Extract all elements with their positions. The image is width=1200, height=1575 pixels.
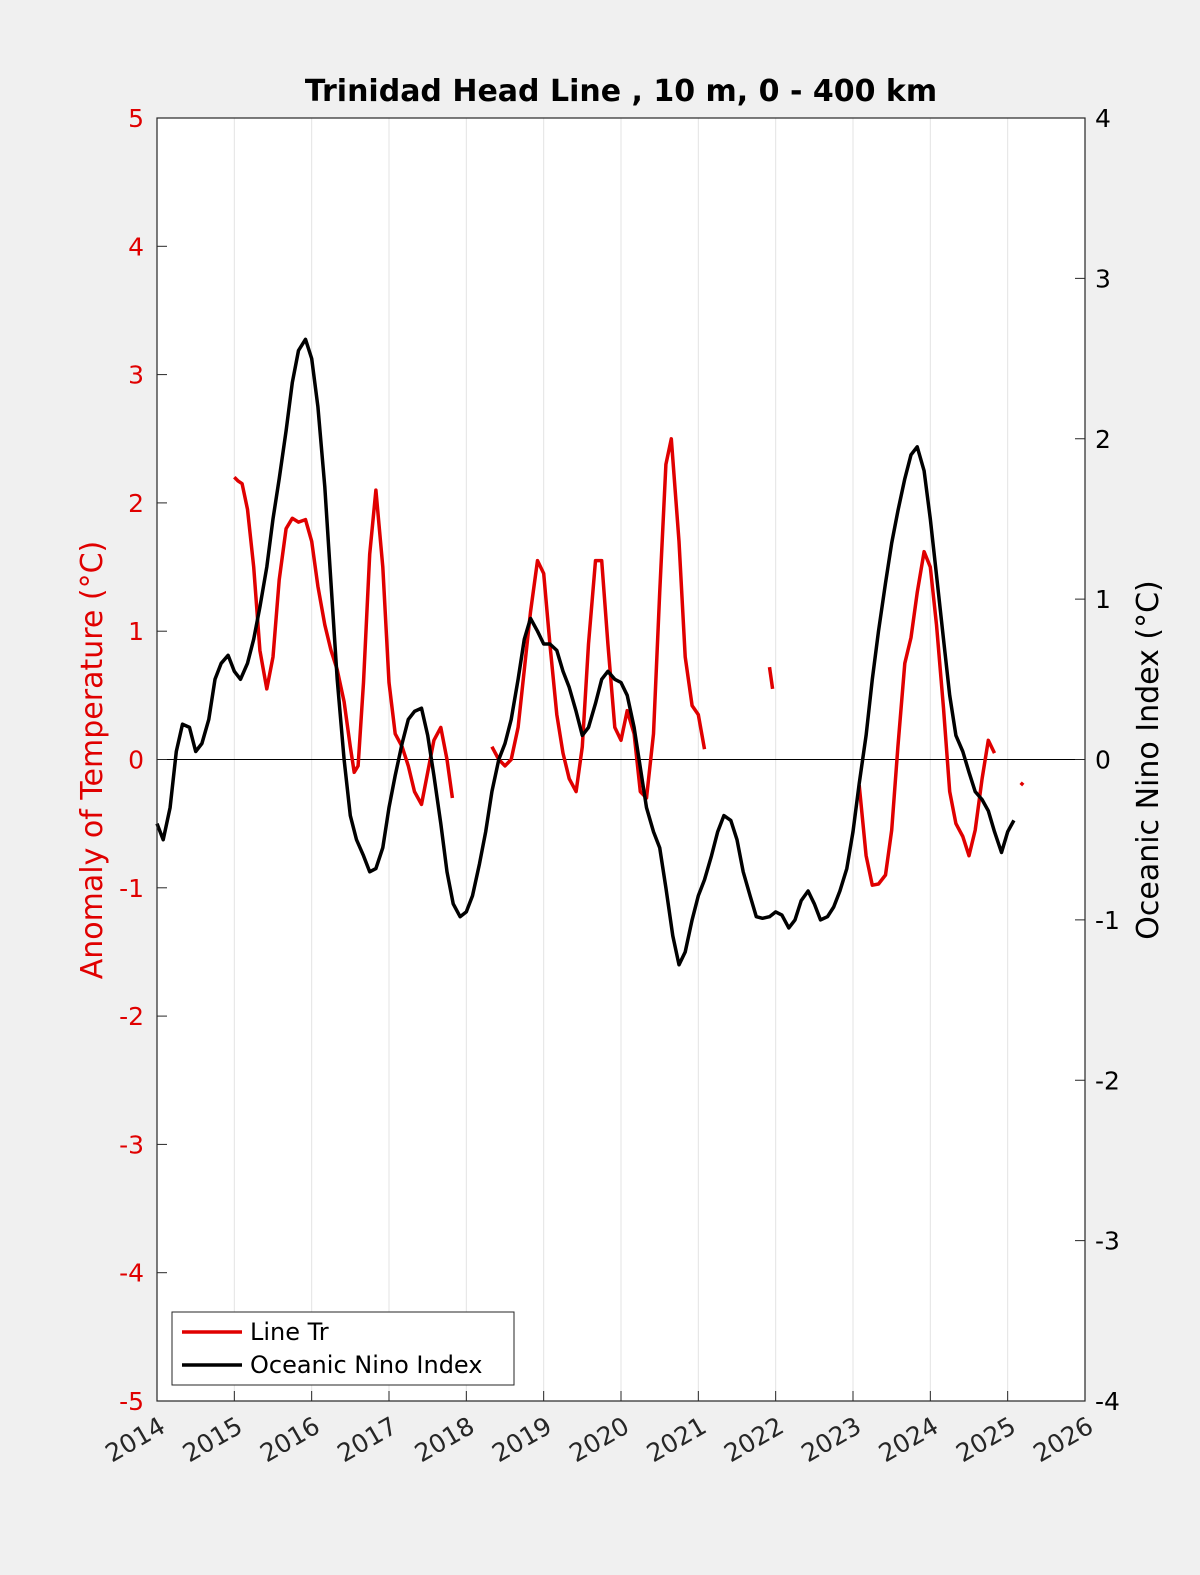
y-left-axis-label: Anomaly of Temperature (°C) bbox=[75, 541, 110, 980]
series-line-segment-line-tr bbox=[857, 549, 997, 887]
y-left-tick-label: 2 bbox=[128, 489, 144, 518]
series-line-tr bbox=[233, 437, 1025, 887]
y-right-tick-label: -3 bbox=[1095, 1227, 1120, 1256]
y-left-tick-label: 1 bbox=[128, 617, 144, 646]
y-left-tick-label: 0 bbox=[128, 746, 144, 775]
y-right-tick-label: 3 bbox=[1095, 264, 1111, 293]
y-left-tick-label: 3 bbox=[128, 361, 144, 390]
legend-label-oni: Oceanic Nino Index bbox=[250, 1351, 482, 1379]
y-left-tick-label: 5 bbox=[128, 104, 144, 133]
y-left-tick-label: -4 bbox=[119, 1259, 144, 1288]
legend-box bbox=[171, 1311, 515, 1386]
y-left-tick-label: -5 bbox=[119, 1387, 144, 1416]
series-layer bbox=[155, 337, 1025, 967]
y-left-tick-label: -3 bbox=[119, 1130, 144, 1159]
y-right-tick-label: -2 bbox=[1095, 1066, 1120, 1095]
y-right-tick-label: 4 bbox=[1095, 104, 1111, 133]
y-right-tick-label: -4 bbox=[1095, 1387, 1120, 1416]
legend-label-line-tr: Line Tr bbox=[250, 1318, 329, 1346]
y-right-tick-label: -1 bbox=[1095, 906, 1120, 935]
y-left-tick-label: 4 bbox=[128, 232, 144, 261]
series-line-segment-oceanic-nino-index bbox=[155, 337, 1016, 967]
series-line-segment-line-tr bbox=[490, 437, 707, 800]
y-right-tick-label: 0 bbox=[1095, 746, 1111, 775]
series-oceanic-nino-index bbox=[155, 337, 1016, 967]
y-right-axis-label: Oceanic Nino Index (°C) bbox=[1131, 580, 1166, 940]
chart-title: Trinidad Head Line , 10 m, 0 - 400 km bbox=[305, 74, 937, 109]
series-line-segment-line-tr bbox=[767, 666, 775, 690]
y-left-tick-label: -2 bbox=[119, 1002, 144, 1031]
y-right-tick-label: 1 bbox=[1095, 585, 1111, 614]
series-line-segment-line-tr bbox=[1019, 781, 1025, 787]
y-left-tick-label: -1 bbox=[119, 874, 144, 903]
legend: Line Tr Oceanic Nino Index bbox=[171, 1311, 515, 1386]
series-line-segment-line-tr bbox=[233, 475, 455, 807]
y-right-tick-label: 2 bbox=[1095, 425, 1111, 454]
